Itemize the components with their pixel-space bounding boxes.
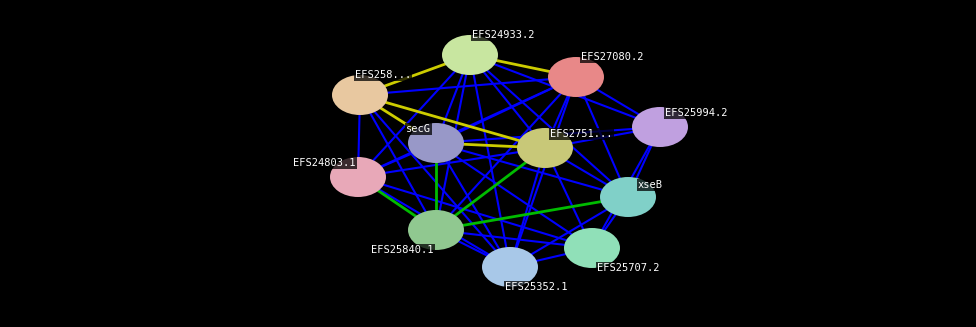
Text: EFS2751...: EFS2751...: [550, 129, 613, 139]
Text: EFS24803.1: EFS24803.1: [293, 158, 355, 168]
Text: secG: secG: [406, 124, 431, 134]
Ellipse shape: [442, 35, 498, 75]
Ellipse shape: [517, 128, 573, 168]
Ellipse shape: [408, 123, 464, 163]
Text: xseB: xseB: [638, 180, 663, 190]
Text: EFS25840.1: EFS25840.1: [371, 245, 433, 255]
Text: EFS25994.2: EFS25994.2: [665, 108, 727, 118]
Text: EFS25352.1: EFS25352.1: [505, 282, 567, 292]
Text: EFS25707.2: EFS25707.2: [597, 263, 660, 273]
Ellipse shape: [482, 247, 538, 287]
Ellipse shape: [330, 157, 386, 197]
Ellipse shape: [632, 107, 688, 147]
Ellipse shape: [600, 177, 656, 217]
Text: EFS24933.2: EFS24933.2: [472, 30, 535, 40]
Text: EFS258...: EFS258...: [355, 70, 411, 80]
Ellipse shape: [332, 75, 388, 115]
Ellipse shape: [408, 210, 464, 250]
Text: EFS27080.2: EFS27080.2: [581, 52, 643, 62]
Ellipse shape: [548, 57, 604, 97]
Ellipse shape: [564, 228, 620, 268]
